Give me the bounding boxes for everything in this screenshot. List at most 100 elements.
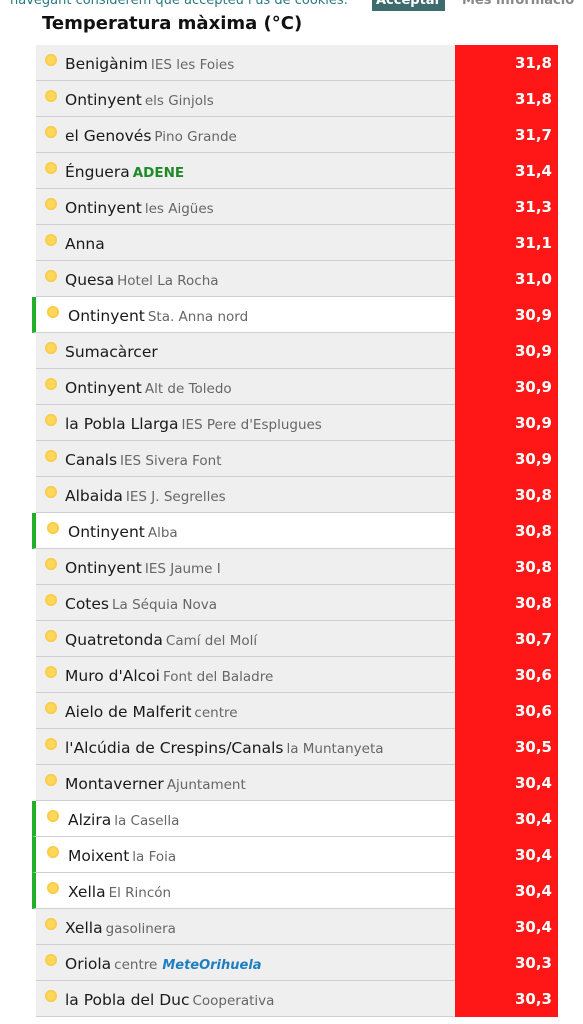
table-row[interactable]: Montaverner Ajuntament 30,4 [36, 765, 558, 801]
weather-icon [45, 450, 57, 462]
station-detail: els Ginjols [144, 93, 214, 109]
station-name: Muro d'Alcoi [65, 667, 160, 685]
station-name: Cotes [65, 595, 109, 613]
table-row[interactable]: Quesa Hotel La Rocha 31,0 [36, 261, 558, 297]
weather-icon [47, 810, 59, 822]
station-detail: IES Jaume I [144, 561, 221, 577]
table-row[interactable]: el Genovés Pino Grande 31,7 [36, 117, 558, 153]
temperature-value: 31,8 [455, 45, 558, 81]
temperature-value: 30,6 [455, 693, 558, 729]
partner-logo: MeteOrihuela [162, 958, 262, 973]
station-name: Xella [68, 883, 106, 901]
station-name: Alzira [68, 811, 112, 829]
table-row[interactable]: Ontinyent les Aigües 31,3 [36, 189, 558, 225]
weather-icon [45, 738, 57, 750]
table-row[interactable]: Alzira la Casella 30,4 [32, 801, 558, 837]
table-row[interactable]: Sumacàrcer 30,9 [36, 333, 558, 369]
table-row[interactable]: Muro d'Alcoi Font del Baladre 30,6 [36, 657, 558, 693]
station-name: Ontinyent [65, 91, 142, 109]
temperature-value: 30,9 [455, 441, 558, 477]
table-row[interactable]: la Pobla Llarga IES Pere d'Esplugues 30,9 [36, 405, 558, 441]
station-label: Ontinyent IES Jaume I [65, 549, 221, 588]
cookie-message: navegant considerem que accepteu l'ús de… [10, 0, 348, 8]
station-detail: ADENE [132, 165, 185, 181]
table-row[interactable]: Moixent la Foia 30,4 [32, 837, 558, 873]
weather-icon [45, 990, 57, 1002]
weather-icon [45, 198, 57, 210]
table-row[interactable]: Ontinyent Sta. Anna nord 30,9 [32, 297, 558, 333]
station-label: Xella gasolinera [65, 909, 176, 948]
station-detail: centre [114, 957, 158, 973]
table-row[interactable]: l'Alcúdia de Crespins/Canals la Muntanyet… [36, 729, 558, 765]
station-name: Benigànim [65, 55, 148, 73]
temperature-value: 30,4 [455, 909, 558, 945]
table-row[interactable]: Xella gasolinera 30,4 [36, 909, 558, 945]
station-label: Sumacàrcer [65, 333, 158, 371]
table-row[interactable]: Énguera ADENE 31,4 [36, 153, 558, 189]
ranking-table: Benigànim IES les Foies 31,8 Ontinyent els G… [32, 45, 558, 1017]
table-row[interactable]: Benigànim IES les Foies 31,8 [36, 45, 558, 81]
weather-icon [45, 630, 57, 642]
weather-icon [45, 918, 57, 930]
table-row[interactable]: Ontinyent Alba 30,8 [32, 513, 558, 549]
weather-icon [45, 270, 57, 282]
table-row[interactable]: Aielo de Malferit centre 30,6 [36, 693, 558, 729]
temperature-value: 30,4 [455, 873, 558, 909]
station-name: l'Alcúdia de Crespins/Canals [65, 739, 284, 757]
weather-icon [45, 378, 57, 390]
table-row[interactable]: Albaida IES J. Segrelles 30,8 [36, 477, 558, 513]
temperature-value: 31,7 [455, 117, 558, 153]
station-name: Quatretonda [65, 631, 163, 649]
station-name: Aielo de Malferit [65, 703, 192, 721]
station-name: Sumacàrcer [65, 343, 158, 361]
temperature-value: 30,3 [455, 945, 558, 981]
table-row[interactable]: Cotes La Séquia Nova 30,8 [36, 585, 558, 621]
more-info-link[interactable]: Més informació [462, 0, 575, 8]
station-name: Albaida [65, 487, 123, 505]
station-detail: la Casella [114, 813, 180, 829]
station-name: Montaverner [65, 775, 164, 793]
station-label: Benigànim IES les Foies [65, 45, 234, 84]
table-row[interactable]: Ontinyent IES Jaume I 30,8 [36, 549, 558, 585]
temperature-value: 31,0 [455, 261, 558, 297]
table-row[interactable]: la Pobla del Duc Cooperativa 30,3 [36, 981, 558, 1017]
temperature-value: 30,9 [455, 297, 558, 333]
station-name: Ontinyent [65, 559, 142, 577]
station-detail: Font del Baladre [162, 669, 274, 685]
accept-button[interactable]: Acceptar [372, 0, 445, 11]
station-detail: IES Pere d'Esplugues [181, 417, 322, 433]
weather-icon [47, 522, 59, 534]
station-detail: la Muntanyeta [286, 741, 384, 757]
station-detail: Camí del Molí [165, 633, 258, 649]
temperature-value: 30,8 [455, 549, 558, 585]
station-label: Ontinyent Alba [68, 513, 178, 552]
table-row[interactable]: Canals IES Sivera Font 30,9 [36, 441, 558, 477]
table-row[interactable]: Anna 31,1 [36, 225, 558, 261]
table-row[interactable]: Quatretonda Camí del Molí 30,7 [36, 621, 558, 657]
station-name: Moixent [68, 847, 130, 865]
temperature-value: 30,7 [455, 621, 558, 657]
table-title: Temperatura màxima (°C) [42, 13, 303, 34]
temperature-value: 31,3 [455, 189, 558, 225]
weather-icon [45, 90, 57, 102]
station-label: Ontinyent Sta. Anna nord [68, 297, 248, 336]
weather-icon [45, 594, 57, 606]
station-detail: IES Sivera Font [120, 453, 222, 469]
station-label: Ontinyent Alt de Toledo [65, 369, 232, 408]
station-detail: gasolinera [105, 921, 176, 937]
station-label: Xella El Rincón [68, 873, 171, 912]
table-row[interactable]: Oriola centre MeteOrihuela 30,3 [36, 945, 558, 981]
table-row[interactable]: Ontinyent Alt de Toledo 30,9 [36, 369, 558, 405]
station-detail: les Aigües [144, 201, 214, 217]
weather-icon [45, 54, 57, 66]
temperature-value: 30,8 [455, 513, 558, 549]
temperature-value: 30,9 [455, 405, 558, 441]
station-detail: Alba [147, 525, 178, 541]
table-row[interactable]: Xella El Rincón 30,4 [32, 873, 558, 909]
table-row[interactable]: Ontinyent els Ginjols 31,8 [36, 81, 558, 117]
station-detail: El Rincón [108, 885, 172, 901]
temperature-value: 31,1 [455, 225, 558, 261]
station-name: el Genovés [65, 127, 152, 145]
weather-icon [45, 774, 57, 786]
